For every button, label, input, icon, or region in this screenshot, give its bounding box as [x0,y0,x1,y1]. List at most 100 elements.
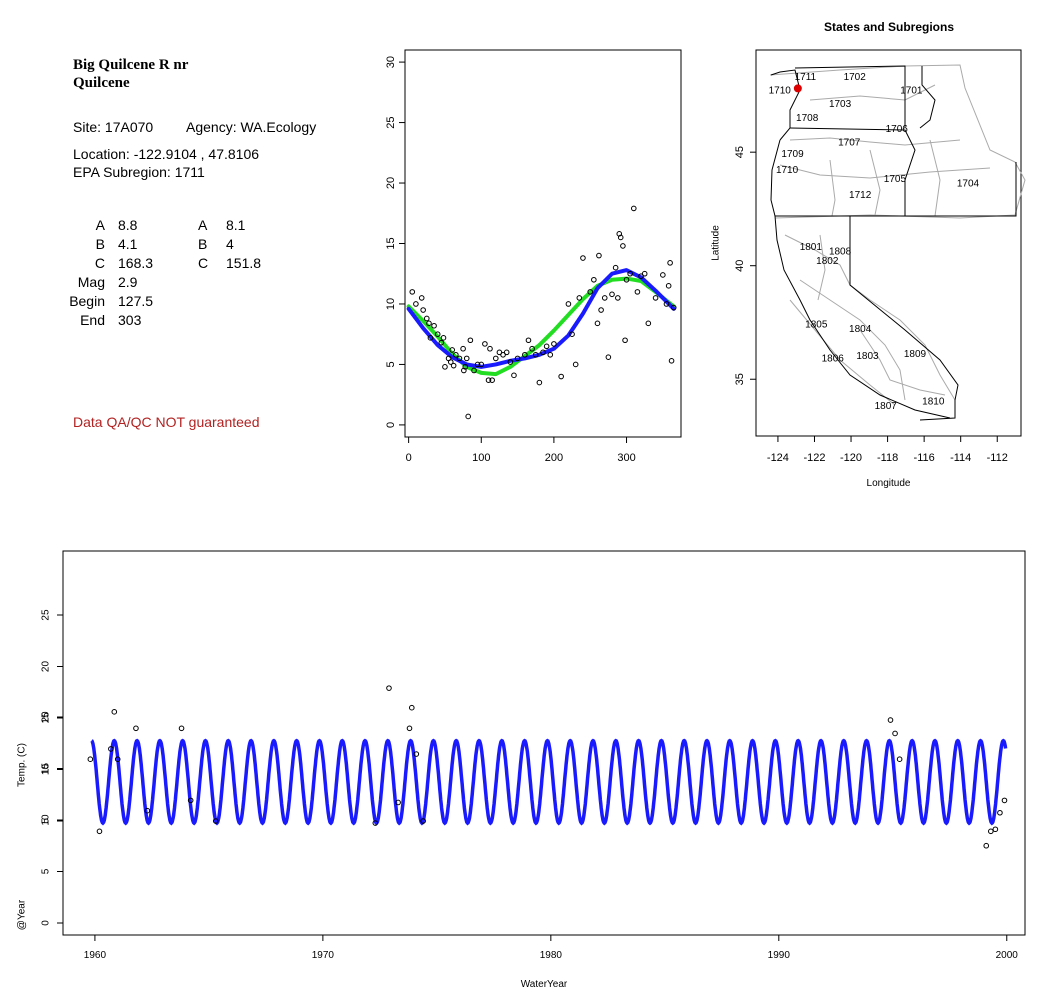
seasonal-fit-line [90,738,1008,826]
region-label: 1704 [957,179,980,190]
data-point [667,260,673,266]
data-point [887,717,894,723]
data-point [536,379,543,386]
data-point [623,276,630,283]
data-point [471,367,477,374]
x-tick-label: 1970 [312,950,335,961]
data-point [532,351,539,358]
data-point [615,295,621,301]
y-tick-label: 25 [385,116,397,128]
x-tick-label: 2000 [996,950,1019,961]
data-point [447,359,454,365]
param-label: C [94,255,105,271]
param-label: B [95,236,105,252]
data-point [427,335,434,341]
y-tick-label: 0 [385,422,397,428]
data-point [594,320,601,327]
y-tick-label: 40 [734,260,746,272]
map-state-borders [770,65,1017,421]
data-point [627,270,633,277]
x-tick-label: -122 [803,452,825,464]
data-point [492,355,499,362]
x-tick-label: 1960 [84,950,107,961]
site-name-line2: Quilcene [73,75,130,91]
y-tick-label: 25 [41,609,52,621]
data-point [514,355,521,362]
data-point [212,818,219,824]
data-point [453,351,459,358]
map-title: States and Subregions [824,20,954,34]
data-point [144,807,151,814]
data-point [609,291,615,298]
data-point [896,756,903,763]
data-point [652,295,659,301]
data-point [409,289,416,295]
y-tick-label: 30 [385,56,397,68]
map-xlabel: Longitude [867,478,911,489]
subregion-label: EPA Subregion: 1711 [73,164,205,180]
qa-note: Data QA/QC NOT guaranteed [73,414,260,430]
lower-y-tick-label: 5 [41,868,52,874]
data-point [551,341,557,347]
region-label: 1710 [769,86,792,97]
data-point [431,322,437,329]
region-label: 1707 [838,138,861,149]
param-label-2: C [198,255,209,271]
data-point [983,842,990,849]
data-point [462,364,469,370]
data-point [601,295,608,301]
data-point [420,818,426,824]
data-point [596,252,602,259]
site-label: Site: 17A070 [73,119,154,135]
data-point [474,361,481,368]
data-point [511,372,517,379]
data-point [522,351,528,358]
data-point [487,345,493,352]
region-label: 1805 [805,319,828,330]
data-point [572,361,579,368]
x-tick-label: 0 [406,452,412,464]
x-tick-label: 100 [472,452,490,464]
param-label: Mag [77,274,105,290]
data-point [423,315,430,322]
y-tick-label: 10 [385,298,397,310]
data-point [413,301,419,307]
timeseries-ylabel-lower: @Year [17,899,28,930]
site-name-line1: Big Quilcene R nr [73,57,189,73]
data-point [438,339,445,346]
data-point [630,205,637,212]
data-point [114,756,121,763]
data-point [660,272,666,278]
data-point [372,820,379,826]
fit-line [406,276,676,377]
region-label: 1708 [796,113,819,124]
param-value: 127.5 [118,293,154,309]
data-point [668,358,675,364]
data-point [992,826,999,833]
data-point [997,809,1003,816]
data-point [408,704,415,711]
region-label: 1705 [884,174,907,185]
region-label: 1808 [829,247,852,258]
seasonal-plot-frame [404,49,682,438]
data-point [463,355,470,362]
data-point [670,304,677,311]
x-tick-label: -112 [987,452,1008,464]
x-tick-label: -114 [950,452,971,464]
lower-y-tick-label: 10 [41,814,52,826]
location-label: Location: -122.9104 , 47.8106 [73,146,260,162]
data-point [482,341,488,347]
param-value: 2.9 [118,274,138,290]
region-label: 1702 [844,72,867,83]
region-label: 1802 [816,256,839,267]
data-point [645,320,652,327]
y-tick-label: 15 [385,237,397,249]
data-point [187,797,194,804]
x-tick-label: -118 [877,452,898,464]
data-point [111,709,118,715]
data-point [587,289,594,295]
data-point [892,730,898,737]
timeseries-chart: 1960 1970 1980 1990 200051015202505101520Wat… [17,550,1026,990]
data-point [178,725,185,732]
